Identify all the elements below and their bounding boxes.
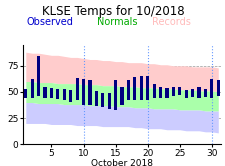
Bar [145,76,149,100]
Bar [139,76,142,100]
Bar [209,79,213,98]
Bar [177,87,181,95]
Text: Records: Records [152,17,190,27]
Bar [37,56,40,96]
Bar [75,78,78,100]
Bar [88,81,91,105]
Bar [107,93,110,109]
Bar [114,81,117,110]
Bar [216,81,219,96]
Bar [94,91,98,106]
Bar [101,93,104,107]
Bar [197,87,200,98]
Bar [43,87,46,98]
Bar [62,89,66,100]
Bar [158,87,161,98]
Bar [120,87,123,105]
Bar [152,84,155,98]
Bar [184,90,187,98]
Bar [82,79,85,105]
Text: Observed: Observed [26,17,73,27]
Text: Normals: Normals [97,17,137,27]
Bar [50,88,53,98]
Bar [69,90,72,102]
X-axis label: October 2018: October 2018 [91,159,152,166]
Bar [24,89,27,98]
Bar [133,77,136,100]
Bar [190,89,193,97]
Bar [165,88,168,98]
Bar [30,79,34,98]
Text: KLSE Temps for 10/2018: KLSE Temps for 10/2018 [41,5,184,18]
Bar [126,81,129,100]
Bar [56,89,59,99]
Bar [171,87,174,96]
Bar [203,89,206,97]
